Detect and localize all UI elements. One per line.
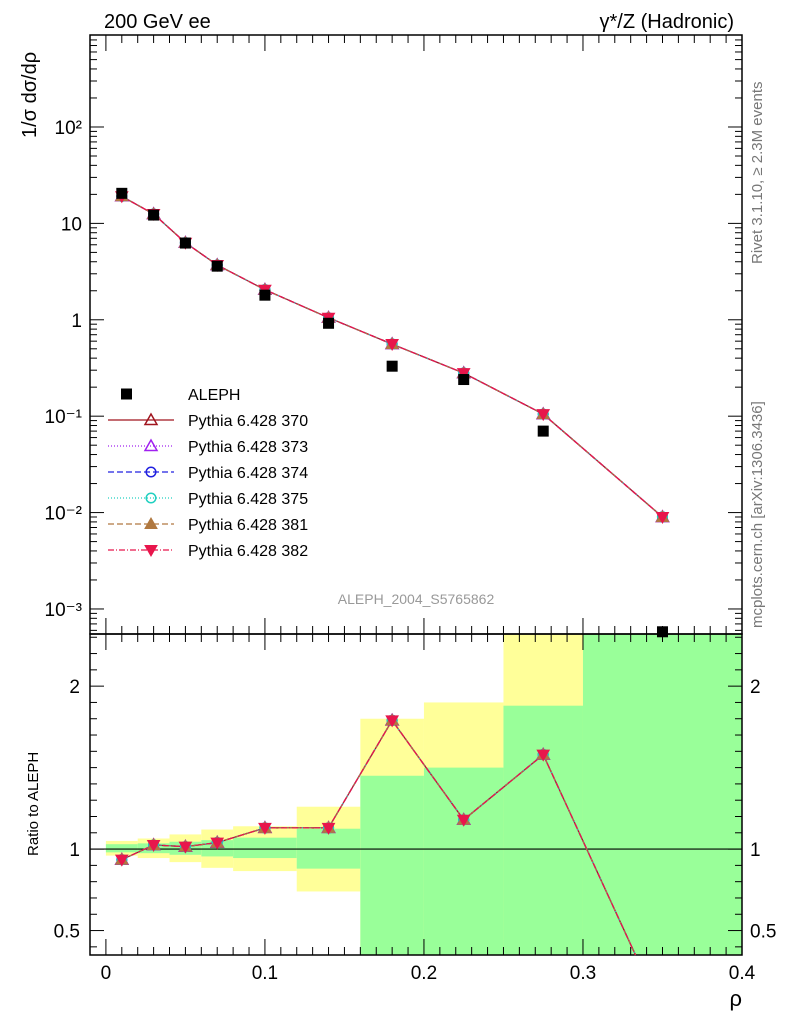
ratio-marker bbox=[258, 822, 272, 835]
ratio-marker bbox=[210, 837, 225, 850]
x-axis-label: ρ bbox=[729, 986, 742, 1011]
legend-label: Pythia 6.428 381 bbox=[188, 517, 308, 534]
mc-marker bbox=[655, 511, 670, 524]
data-point bbox=[656, 626, 668, 638]
ratio-y-tick-label: 1 bbox=[69, 840, 80, 861]
main-y-tick-label: 10² bbox=[55, 118, 82, 139]
legend-marker bbox=[144, 516, 158, 529]
data-point bbox=[323, 317, 335, 329]
data-point bbox=[116, 187, 128, 199]
axis-ticks: 10⁻³ 10⁻² 10⁻¹ 1 10 10² 0 0.1 0.2 0.3 0.4 0.5 0.5 1 1 2… bbox=[45, 34, 776, 984]
x-tick-label: 0 bbox=[101, 963, 112, 984]
header-left-label: 200 GeV ee bbox=[104, 11, 211, 33]
data-point bbox=[148, 209, 160, 221]
ratio-y-tick-label: 2 bbox=[69, 677, 80, 698]
side-label-top: Rivet 3.1.10, ≥ 2.3M events bbox=[749, 82, 766, 265]
mc-marker bbox=[385, 339, 400, 352]
legend-label: Pythia 6.428 382 bbox=[188, 543, 308, 560]
green-band bbox=[503, 705, 583, 955]
mc-marker bbox=[456, 368, 471, 381]
data-point bbox=[386, 360, 398, 372]
data-point bbox=[179, 237, 191, 249]
legend-marker bbox=[143, 412, 159, 426]
legend-marker bbox=[145, 492, 157, 504]
green-band bbox=[423, 767, 504, 955]
legend: ALEPH Pythia 6.428 370 Pythia 6.428 373 Pyt… bbox=[108, 387, 308, 560]
ratio-marker bbox=[114, 854, 129, 867]
x-tick-label: 0.2 bbox=[411, 963, 437, 984]
data-point bbox=[537, 425, 549, 437]
ratio-marker bbox=[385, 715, 400, 728]
legend-label: Pythia 6.428 374 bbox=[188, 465, 308, 482]
ratio-frame bbox=[89, 633, 743, 956]
main-y-tick-label: 10⁻¹ bbox=[45, 407, 83, 428]
series-lines bbox=[121, 195, 663, 956]
data-point bbox=[259, 289, 271, 301]
side-label-bottom: mcplots.cern.ch [arXiv:1306.3436] bbox=[749, 401, 766, 628]
legend-label: Pythia 6.428 370 bbox=[188, 413, 308, 430]
ratio-marker bbox=[146, 840, 161, 853]
ratio-marker bbox=[456, 814, 471, 827]
ratio-marker bbox=[178, 841, 193, 854]
ratio-y-tick-label-right: 2 bbox=[750, 677, 761, 698]
legend-marker-data bbox=[121, 388, 132, 400]
green-band bbox=[105, 844, 138, 853]
ratio-y-tick-label-right: 0.5 bbox=[750, 922, 776, 943]
legend-label: Pythia 6.428 373 bbox=[188, 439, 308, 456]
legend-label-data: ALEPH bbox=[188, 387, 240, 404]
data-points bbox=[116, 187, 668, 638]
ratio-y-tick-label: 0.5 bbox=[54, 922, 80, 943]
series-line-main bbox=[121, 195, 663, 518]
main-y-tick-label: 10⁻³ bbox=[45, 600, 83, 621]
ratio-y-axis-label: Ratio to ALEPH bbox=[25, 752, 42, 856]
legend-marker bbox=[144, 545, 158, 558]
x-tick-label: 0.3 bbox=[570, 963, 596, 984]
main-y-tick-label: 10 bbox=[61, 214, 82, 235]
ratio-y-tick-label-right: 1 bbox=[750, 840, 761, 861]
ratio-marker bbox=[321, 822, 336, 835]
green-band bbox=[582, 634, 742, 955]
main-y-tick-label: 10⁻² bbox=[45, 504, 83, 525]
data-point bbox=[211, 260, 223, 272]
main-y-axis-label: 1/σ dσ/dρ bbox=[19, 52, 41, 138]
uncertainty-bands bbox=[105, 634, 742, 955]
legend-marker bbox=[145, 466, 157, 478]
ratio-marker bbox=[536, 749, 551, 762]
main-y-tick-label: 1 bbox=[71, 311, 82, 332]
watermark-label: ALEPH_2004_S5765862 bbox=[338, 591, 495, 607]
x-tick-label: 0.4 bbox=[729, 963, 756, 984]
legend-label: Pythia 6.428 375 bbox=[188, 491, 308, 508]
series-line-ratio bbox=[121, 719, 637, 956]
header-right-label: γ*/Z (Hadronic) bbox=[600, 11, 734, 33]
mc-marker bbox=[536, 409, 551, 422]
legend-marker bbox=[143, 438, 159, 452]
data-point bbox=[458, 374, 470, 386]
green-band bbox=[360, 775, 424, 955]
green-band bbox=[233, 837, 297, 859]
x-tick-label: 0.1 bbox=[252, 963, 278, 984]
